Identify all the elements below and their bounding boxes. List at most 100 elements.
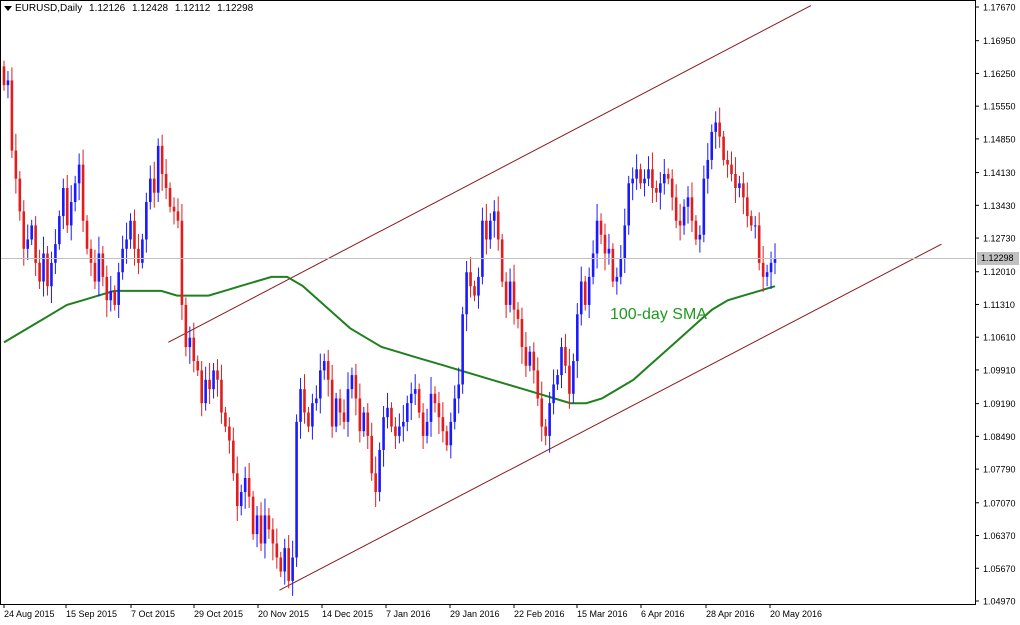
x-tick-label: 6 Apr 2016 <box>641 609 685 619</box>
candle-body <box>342 412 346 422</box>
candle-body <box>496 211 500 240</box>
candle-body <box>176 211 180 221</box>
candle-body <box>662 173 666 184</box>
y-tick-label: 1.05670 <box>983 564 1016 574</box>
y-tick-label: 1.06370 <box>983 531 1016 541</box>
candle-body <box>449 421 453 446</box>
candle-body <box>188 337 192 348</box>
candle-body <box>655 188 658 193</box>
candle-body <box>38 262 41 282</box>
candle-body <box>172 206 176 212</box>
sma-annotation: 100-day SMA <box>610 306 707 323</box>
candle-body <box>461 314 464 385</box>
x-tick-label: 28 Apr 2016 <box>706 609 755 619</box>
candle-body <box>121 248 124 273</box>
candle-body <box>50 262 53 287</box>
candle-body <box>544 426 547 436</box>
candle-body <box>287 548 290 581</box>
candle-body <box>180 220 184 305</box>
candle-body <box>164 173 168 189</box>
x-axis: 24 Aug 2015 15 Sep 2015 7 Oct 2015 29 Oct 2… <box>3 604 822 619</box>
candle-body <box>109 290 113 301</box>
candle-body <box>445 431 449 446</box>
candle-body <box>473 286 476 296</box>
candle-body <box>224 412 227 427</box>
candle-body <box>85 220 89 249</box>
candle-body <box>512 281 516 310</box>
candle-body <box>576 314 579 362</box>
candle-body <box>726 159 729 165</box>
candle-body <box>77 164 81 184</box>
candle-body <box>516 309 520 319</box>
candle-body <box>666 173 670 179</box>
candle-body <box>378 449 381 493</box>
candle-body <box>540 398 544 427</box>
x-tick-label: 7 Jan 2016 <box>386 609 431 619</box>
candle-body <box>402 421 405 427</box>
candle-body <box>627 183 631 226</box>
candle-body <box>81 164 85 221</box>
candle-body <box>742 183 745 198</box>
candle-body <box>718 122 721 137</box>
candle-body <box>623 225 627 259</box>
candle-body <box>315 398 318 404</box>
candle-body <box>722 136 725 160</box>
candle-body <box>255 515 259 535</box>
candle-body <box>208 379 211 390</box>
candle-body <box>2 66 6 86</box>
candle-body <box>251 496 255 535</box>
candle-body <box>338 398 342 413</box>
candle-body <box>350 375 354 390</box>
candle-body <box>303 389 306 413</box>
candle-body <box>425 421 429 436</box>
candle-body <box>761 262 765 277</box>
candles <box>2 60 777 596</box>
candle-body <box>113 290 117 305</box>
x-tick-label: 7 Oct 2015 <box>131 609 175 619</box>
candle-body <box>757 225 761 263</box>
candle-body <box>595 220 599 254</box>
candle-body <box>583 281 587 305</box>
y-tick-label: 1.08490 <box>983 432 1016 442</box>
chevron-down-icon[interactable] <box>4 5 12 11</box>
candle-body <box>714 122 717 132</box>
candle-body <box>639 169 642 184</box>
candle-body <box>10 80 14 151</box>
candle-body <box>603 234 607 254</box>
y-tick-label: 1.13430 <box>983 201 1016 211</box>
candle-body <box>572 361 575 394</box>
candle-body <box>18 178 22 212</box>
candle-body <box>508 281 512 305</box>
candle-body <box>291 557 294 581</box>
candle-body <box>433 393 437 404</box>
candle-body <box>354 375 358 399</box>
candle-body <box>730 164 733 174</box>
open-value: 1.12126 <box>89 3 126 14</box>
y-tick-label: 1.11310 <box>983 300 1015 310</box>
candle-body <box>643 178 646 184</box>
candle-body <box>105 276 109 301</box>
candle-body <box>101 253 105 277</box>
candle-body <box>635 169 638 179</box>
symbol-label: EURUSD,Daily <box>15 3 83 14</box>
candle-body <box>485 220 488 240</box>
candle-body <box>607 248 611 254</box>
candle-body <box>366 412 370 436</box>
candle-body <box>659 183 662 193</box>
candle-body <box>322 361 326 371</box>
candle-body <box>710 131 714 160</box>
candle-body <box>587 276 591 305</box>
candle-body <box>437 403 441 418</box>
candle-body <box>773 258 777 263</box>
candle-body <box>228 426 231 441</box>
candle-body <box>528 351 532 366</box>
x-tick-label: 15 Sep 2015 <box>66 609 117 619</box>
candle-body <box>117 272 120 305</box>
sma-polyline <box>3 275 776 405</box>
plot-frame <box>0 0 976 605</box>
y-axis: 1.17670 1.16950 1.16250 1.15550 1.14850 1.141… <box>975 3 1016 607</box>
candle-body <box>504 281 508 305</box>
chart-header[interactable]: EURUSD,Daily 1.12126 1.12428 1.12112 1.1… <box>4 3 257 14</box>
candle-body <box>239 492 243 507</box>
